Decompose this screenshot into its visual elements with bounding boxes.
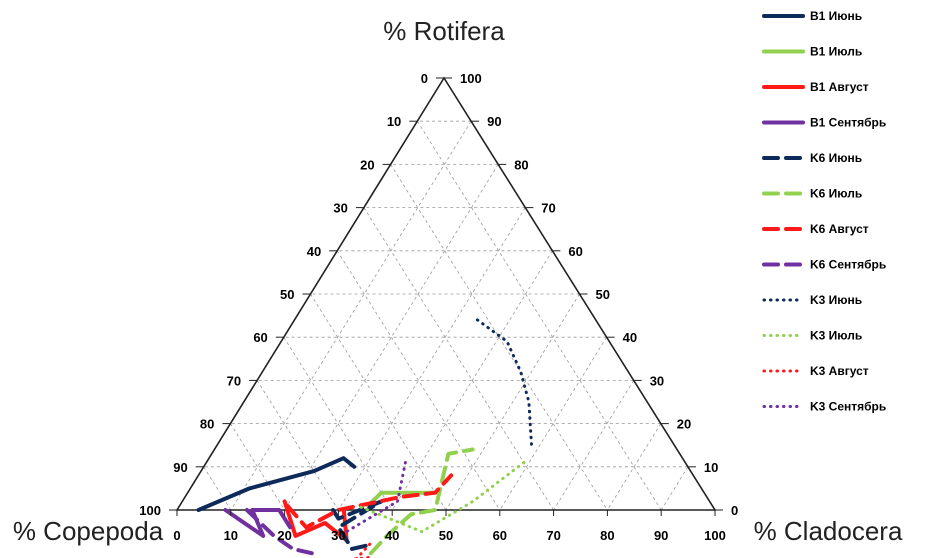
legend-label: B1 Сентябрь [810, 116, 886, 130]
grid-line [310, 293, 447, 511]
tick-label: 0 [173, 528, 180, 543]
legend-label: K3 Июль [810, 329, 862, 343]
grid-line [499, 336, 607, 511]
series-line [196, 456, 357, 512]
tick-label: 80 [600, 528, 614, 543]
series-line [285, 473, 454, 530]
grid-line [416, 120, 662, 511]
series-line [351, 538, 375, 558]
grid-line [660, 466, 689, 511]
tick-label: 50 [280, 287, 294, 302]
tick-label: 0 [731, 503, 738, 518]
grid-line [338, 207, 526, 511]
legend-label: B1 Июль [810, 45, 862, 59]
grid-line [283, 336, 393, 511]
series-layer [196, 318, 534, 558]
tick-label: 20 [677, 417, 691, 432]
series-line [368, 447, 475, 556]
tick-label: 90 [173, 460, 187, 475]
tick-label: 60 [493, 528, 507, 543]
tick-label: 10 [387, 114, 401, 129]
axis-title-top: % Rotifera [383, 16, 505, 46]
grid-line [336, 250, 501, 511]
legend-label: K3 Сентябрь [810, 400, 886, 414]
legend-label: B1 Август [810, 80, 869, 94]
legend-label: K6 Июль [810, 187, 862, 201]
tick-label: 20 [277, 528, 291, 543]
grid-line [230, 423, 285, 511]
tick-label: 30 [650, 373, 664, 388]
series-line [366, 490, 438, 508]
tick-label: 40 [623, 330, 637, 345]
grid-line [203, 466, 232, 511]
legend-label: K6 Июнь [810, 151, 862, 165]
tick-label: 30 [333, 201, 347, 216]
axis-title-left: % Copepoda [13, 516, 164, 546]
grid-line [284, 164, 499, 511]
tick-label: 90 [487, 114, 501, 129]
tick-label: 40 [307, 244, 321, 259]
legend-label: K3 Август [810, 364, 869, 378]
grid-line [553, 380, 635, 511]
grid-line [230, 120, 472, 511]
tick-label: 100 [460, 71, 482, 86]
series-line [355, 461, 526, 534]
grid-line [363, 207, 554, 511]
tick-label: 60 [568, 244, 582, 259]
tick-label: 20 [360, 157, 374, 172]
grid-line [390, 164, 608, 511]
series-line [331, 499, 384, 551]
tick-label: 10 [224, 528, 238, 543]
tick-label: 100 [704, 528, 726, 543]
series-line [475, 318, 534, 451]
series-line [244, 508, 314, 556]
tick-label: 80 [200, 417, 214, 432]
grid-line [391, 250, 553, 511]
grid-line [256, 380, 339, 511]
tick-label: 60 [253, 330, 267, 345]
legend: B1 Июнь B1 Июль B1 Август B1 Сентябрь K6 Июн… [762, 9, 886, 414]
tick-label: 30 [331, 528, 345, 543]
tick-label: 0 [421, 71, 428, 86]
grid-layer [203, 120, 689, 511]
legend-label: K6 Август [810, 222, 869, 236]
tick-label: 50 [596, 287, 610, 302]
tick-label: 90 [654, 528, 668, 543]
series-line [223, 508, 293, 538]
tick-label: 40 [385, 528, 399, 543]
tick-label: 70 [546, 528, 560, 543]
legend-label: K3 Июнь [810, 293, 862, 307]
tick-label: 70 [227, 373, 241, 388]
grid-line [607, 423, 662, 511]
tick-label: 80 [514, 157, 528, 172]
series-line [345, 461, 407, 534]
legend-label: B1 Июнь [810, 9, 862, 23]
tick-label: 70 [541, 201, 555, 216]
legend-label: K6 Сентябрь [810, 258, 886, 272]
axis-title-right: % Cladocera [754, 516, 903, 546]
grid-line [445, 293, 580, 511]
tick-label: 100 [139, 503, 161, 518]
tick-label: 10 [704, 460, 718, 475]
tick-label: 50 [439, 528, 453, 543]
series-line [282, 499, 349, 543]
